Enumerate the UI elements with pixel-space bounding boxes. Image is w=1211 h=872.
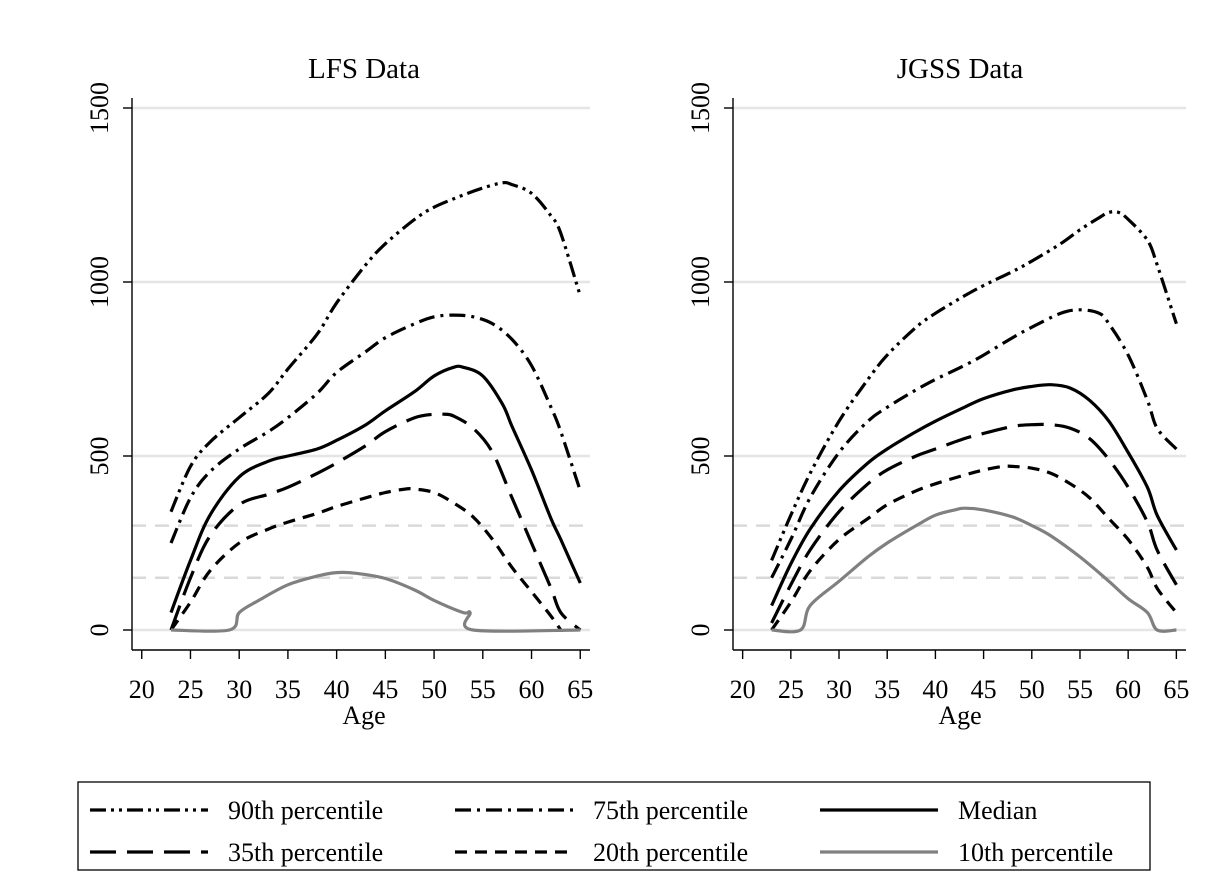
series-line-lfs-90th-percentile [169, 180, 582, 513]
legend-label-20th-percentile: 20th percentile [593, 838, 748, 867]
series-line-jgss-10th-percentile [771, 506, 1177, 634]
y-tick-label-lfs-500: 500 [85, 437, 114, 476]
series-line-lfs-10th-percentile [170, 570, 581, 633]
series-jgss [770, 210, 1178, 634]
x-tick-label-jgss-25: 25 [778, 675, 804, 704]
series-line-lfs-75th-percentile [169, 313, 582, 544]
x-tick-label-lfs-20: 20 [129, 675, 155, 704]
series-line-jgss-20th-percentile [770, 464, 1178, 631]
x-tick-label-jgss-50: 50 [1019, 675, 1045, 704]
x-tick-label-jgss-65: 65 [1163, 675, 1189, 704]
panel-title-lfs: LFS Data [308, 53, 420, 85]
series-line-lfs-35th-percentile [169, 412, 582, 632]
x-tick-label-jgss-20: 20 [730, 675, 756, 704]
y-tick-label-lfs-1500: 1500 [85, 82, 114, 134]
series-line-lfs-median [169, 364, 582, 614]
x-tick-label-lfs-40: 40 [324, 675, 350, 704]
y-tick-label-lfs-0: 0 [85, 624, 114, 637]
panel-title-jgss: JGSS Data [897, 53, 1024, 85]
x-tick-label-jgss-35: 35 [874, 675, 900, 704]
series-line-jgss-median [770, 383, 1178, 607]
x-tick-label-jgss-60: 60 [1115, 675, 1141, 704]
legend-label-35th-percentile: 35th percentile [228, 838, 383, 867]
legend-label-median: Median [958, 796, 1037, 825]
x-tick-label-lfs-25: 25 [177, 675, 203, 704]
y-tick-label-jgss-500: 500 [686, 437, 715, 476]
panel-lfs: LFS Data Age 0 500 1000 1500 20 25 30 35 40 45 50 5… [85, 53, 593, 730]
legend-label-90th-percentile: 90th percentile [228, 796, 383, 825]
legend: 90th percentile 75th percentile Median 35th… [77, 781, 1151, 871]
y-tick-label-jgss-1000: 1000 [686, 256, 715, 308]
y-tick-label-lfs-1000: 1000 [85, 256, 114, 308]
x-tick-label-lfs-55: 55 [470, 675, 496, 704]
x-tick-label-lfs-65: 65 [567, 675, 593, 704]
axes-jgss: 0 500 1000 1500 20 25 30 35 40 45 50 55 60 65 [686, 82, 1189, 704]
x-tick-label-lfs-35: 35 [275, 675, 301, 704]
legend-label-75th-percentile: 75th percentile [593, 796, 748, 825]
y-tick-label-jgss-0: 0 [686, 624, 715, 637]
x-tick-label-lfs-45: 45 [372, 675, 398, 704]
y-tick-label-jgss-1500: 1500 [686, 82, 715, 134]
x-axis-label-jgss: Age [938, 701, 981, 730]
series-line-jgss-90th-percentile [770, 210, 1178, 562]
x-tick-label-jgss-55: 55 [1067, 675, 1093, 704]
series-line-lfs-20th-percentile [169, 487, 563, 631]
legend-label-10th-percentile: 10th percentile [958, 838, 1113, 867]
grid-jgss [733, 106, 1186, 632]
x-tick-label-lfs-60: 60 [519, 675, 545, 704]
series-lfs [169, 180, 582, 633]
axes-lfs: 0 500 1000 1500 20 25 30 35 40 45 50 55 60 65 [85, 82, 593, 704]
series-line-jgss-35th-percentile [770, 422, 1178, 624]
x-tick-label-jgss-45: 45 [971, 675, 997, 704]
panel-jgss: JGSS Data Age 0 500 1000 1500 20 25 30 35 40 45 50… [686, 53, 1189, 730]
x-axis-label-lfs: Age [342, 701, 385, 730]
x-tick-label-jgss-40: 40 [922, 675, 948, 704]
x-tick-label-jgss-30: 30 [826, 675, 852, 704]
legend-box [77, 781, 1151, 871]
series-line-jgss-75th-percentile [770, 308, 1178, 579]
x-tick-label-lfs-30: 30 [226, 675, 252, 704]
x-tick-label-lfs-50: 50 [421, 675, 447, 704]
